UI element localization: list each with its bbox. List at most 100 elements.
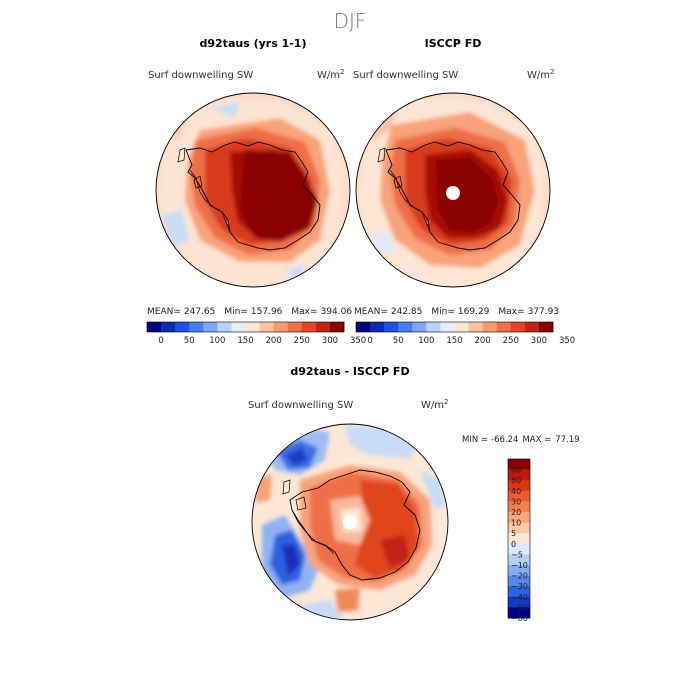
- colorbar-obs-tick-label: 200: [475, 336, 491, 346]
- map-diff: [252, 424, 448, 620]
- colorbar-obs-tick-label: 0: [367, 336, 372, 346]
- panel-model: d92taus (yrs 1-1) Surf downwelling SW W/…: [146, 37, 366, 346]
- panel-obs-max-value: 377.93: [528, 307, 560, 317]
- panel-obs-mean-value: 242.85: [391, 307, 423, 317]
- colorbar-diff-swatch: [508, 543, 530, 555]
- colorbar-diff-level-label: 0: [511, 540, 516, 549]
- colorbar-diff-level-label: 5: [511, 529, 516, 538]
- colorbar-diff-frame: [507, 458, 531, 619]
- colorbar-diff-swatch: [508, 490, 530, 502]
- colorbar-model-swatch: [273, 322, 289, 332]
- colorbar-model-swatch: [301, 322, 317, 332]
- colorbar-diff-swatch: [508, 575, 530, 587]
- colorbar-obs-tick-label: 50: [393, 336, 404, 346]
- panel-model-units-base: W/m: [317, 70, 340, 81]
- colorbar-diff-swatch: [508, 596, 530, 608]
- panel-model-min-label: Min=: [224, 307, 248, 317]
- panel-diff-title: d92taus - ISCCP FD: [290, 365, 409, 378]
- panel-diff-max-label: MAX =: [522, 435, 551, 445]
- colorbar-obs-swatch: [426, 322, 441, 332]
- panel-obs-max-label: Max=: [498, 307, 524, 317]
- colorbar-diff-level-label: 30: [511, 497, 521, 506]
- colorbar-obs-tick-label: 100: [418, 336, 434, 346]
- panel-model-min-value: 157.96: [251, 307, 283, 317]
- panel-diff-max-value: 77.19: [555, 435, 579, 445]
- colorbar-model-tick-label: 300: [322, 336, 338, 346]
- panel-diff-minmax: MIN = -66.24 MAX = 77.19: [462, 435, 580, 445]
- colorbar-diff-swatch: [508, 522, 530, 534]
- colorbar-diff-swatch: [508, 501, 530, 513]
- panel-obs-min-label: Min=: [431, 307, 455, 317]
- panel-model-variable: Surf downwelling SW: [148, 70, 253, 81]
- panel-obs-units-exp: 2: [550, 68, 554, 76]
- panel-obs-units-base: W/m: [527, 70, 550, 81]
- colorbar-model-tick-label: 350: [350, 336, 366, 346]
- colorbar-diff-swatch: [508, 512, 530, 523]
- panel-model-stats: MEAN= 247.65 Min= 157.96 Max= 394.06: [147, 307, 352, 317]
- colorbar-obs-tick-label: 300: [531, 336, 547, 346]
- colorbar-obs-tick-label: 150: [446, 336, 462, 346]
- colorbar-diff-level-label: 80: [511, 466, 521, 475]
- panel-model-title: d92taus (yrs 1-1): [200, 37, 307, 50]
- colorbar-obs-swatch: [440, 322, 455, 332]
- panel-diff-units-exp: 2: [444, 398, 448, 406]
- panel-obs-stats: MEAN= 242.85 Min= 169.29 Max= 377.93: [354, 307, 559, 317]
- colorbar-obs-swatch: [384, 322, 399, 332]
- panel-diff-units-base: W/m: [421, 400, 444, 411]
- panel-obs: ISCCP FD Surf downwelling SW W/m2 ME: [353, 37, 575, 346]
- colorbar-diff-level-label: 10: [511, 519, 521, 528]
- colorbar-diff-swatch: [508, 480, 530, 492]
- colorbar-model-swatch: [189, 322, 204, 332]
- colorbar-diff-level-label: 40: [511, 487, 521, 496]
- colorbar-diff-swatch: [508, 459, 530, 470]
- colorbar-diff-level-label: −80: [511, 614, 528, 623]
- colorbar-model-tick-label: 150: [237, 336, 253, 346]
- panel-diff-min-value: -66.24: [491, 435, 518, 445]
- colorbar-obs-swatch: [412, 322, 427, 332]
- colorbar-model-tick-label: 250: [294, 336, 310, 346]
- panel-obs-mean-label: MEAN=: [354, 307, 388, 317]
- colorbar-model-swatch: [147, 322, 162, 332]
- panel-model-mean-label: MEAN=: [147, 307, 181, 317]
- map-obs: [356, 93, 550, 287]
- colorbar-diff-swatch: [508, 533, 530, 545]
- panel-obs-units: W/m2: [527, 68, 554, 81]
- colorbar-diff-level-label: −40: [511, 593, 528, 602]
- colorbar-diff-swatch: [508, 565, 530, 576]
- colorbar-obs-swatch: [482, 322, 498, 332]
- colorbar-diff-swatch: [508, 586, 530, 598]
- colorbar-diff-swatch: [508, 607, 530, 619]
- colorbar-model-tick-label: 100: [209, 336, 225, 346]
- colorbar-obs: 0 50 100 150 200 250 300 350: [355, 321, 575, 346]
- colorbar-obs-swatch: [468, 322, 483, 332]
- colorbar-obs-swatch: [356, 322, 371, 332]
- colorbar-model-swatch: [315, 322, 331, 332]
- colorbar-diff-level-label: −5: [511, 550, 523, 559]
- colorbar-obs-tick-label: 250: [503, 336, 519, 346]
- colorbar-model-swatch: [203, 322, 218, 332]
- colorbar-diff-level-label: 20: [511, 508, 521, 517]
- colorbar-model-swatch: [287, 322, 303, 332]
- colorbar-model-swatch: [259, 322, 274, 332]
- panel-model-units-exp: 2: [340, 68, 344, 76]
- panel-model-mean-value: 247.65: [184, 307, 216, 317]
- colorbar-model-swatch: [217, 322, 232, 332]
- colorbar-model-tick-label: 200: [266, 336, 282, 346]
- colorbar-obs-swatch: [538, 322, 554, 332]
- colorbar-diff-level-label: −10: [511, 561, 528, 570]
- panel-model-max-value: 394.06: [321, 307, 353, 317]
- panel-model-max-label: Max=: [291, 307, 317, 317]
- panel-obs-variable: Surf downwelling SW: [353, 70, 458, 81]
- panel-diff-units: W/m2: [421, 398, 448, 411]
- panel-obs-min-value: 169.29: [458, 307, 490, 317]
- colorbar-model-swatch: [175, 322, 190, 332]
- colorbar-obs-swatch: [510, 322, 526, 332]
- panel-diff-variable: Surf downwelling SW: [248, 400, 353, 411]
- colorbar-diff-level-label: 60: [511, 476, 521, 485]
- colorbar-obs-frame: [355, 321, 554, 333]
- colorbar-obs-swatch: [496, 322, 512, 332]
- colorbar-model-frame: [146, 321, 345, 333]
- colorbar-model-tick-label: 0: [158, 336, 163, 346]
